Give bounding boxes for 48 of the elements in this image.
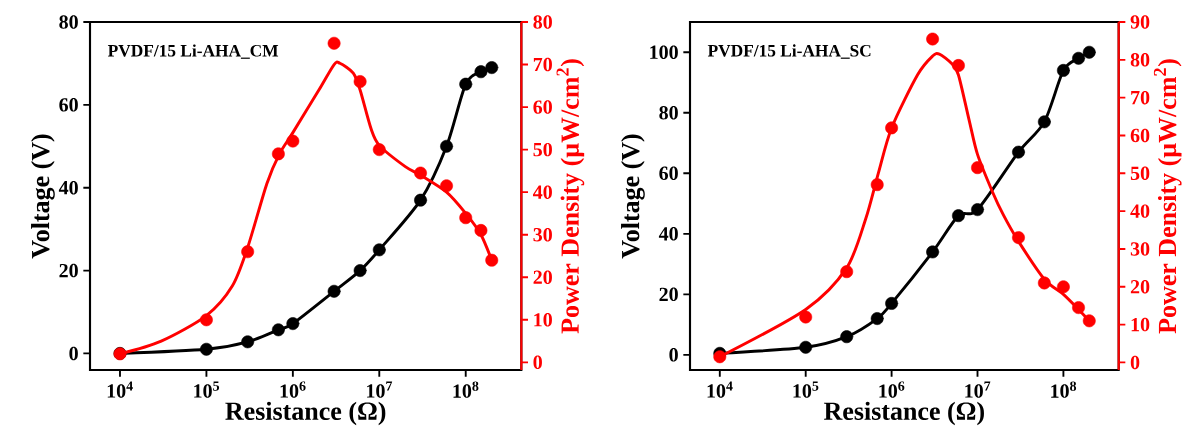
text: PVDF/15 Li-AHA_SC	[707, 44, 871, 59]
y2-tick-label: 40	[1130, 204, 1150, 218]
y2-tick-label: 0	[1130, 355, 1140, 370]
text: PVDF/15 Li-AHA_CM	[107, 44, 279, 59]
y-tick-label: 40	[58, 180, 78, 195]
y2-tick-label: 20	[1130, 280, 1150, 294]
y-tick-label: 0	[69, 346, 78, 361]
y2-tick-label: 50	[533, 142, 552, 157]
x-tick-label: 10$^{6}$	[280, 381, 306, 398]
y2-tick-label: 30	[1130, 242, 1150, 256]
y-tick-label: 20	[59, 263, 78, 278]
y-tick-label: 20	[659, 287, 678, 302]
y2-tick-label: 60	[533, 100, 552, 114]
y2-tick-label: 30	[533, 227, 552, 242]
y2-tick-label: 80	[1130, 53, 1150, 67]
y2-tick-label: 0	[533, 355, 542, 370]
y2-tick-label: 10	[1131, 317, 1150, 332]
x-tick-label: 10$^{8}$	[1051, 381, 1077, 398]
y-tick-label: 100	[650, 45, 678, 59]
x-tick-label: 10$^{8}$	[453, 381, 479, 398]
x-tick-label: 10$^{6}$	[879, 381, 905, 398]
x-tick-label: 10$^{7}$	[367, 381, 393, 398]
x-axis-title: Resistance (Ω)	[823, 401, 984, 426]
y2-tick-label: 20	[533, 270, 552, 284]
y-axis-title: Voltage (V)	[621, 134, 645, 259]
x-tick-label: 10$^{4}$	[707, 381, 733, 398]
y2-tick-label: 60	[1130, 128, 1150, 143]
y2-tick-label: 90	[1130, 15, 1150, 29]
x-tick-label: 10$^{5}$	[194, 381, 220, 398]
y-tick-label: 0	[669, 348, 678, 362]
y2-tick-label: 40	[532, 185, 552, 199]
y-tick-label: 40	[658, 227, 678, 241]
y2-tick-label: 70	[533, 57, 552, 72]
y-tick-label: 80	[59, 15, 78, 29]
y2-tick-label: 80	[533, 15, 552, 29]
y2-tick-label: 50	[1130, 166, 1150, 181]
y-tick-label: 60	[659, 166, 678, 181]
y2-tick-label: 10	[534, 313, 552, 327]
x-tick-label: 10$^{7}$	[965, 381, 991, 398]
y2-tick-label: 70	[1131, 90, 1150, 105]
y-tick-label: 80	[659, 106, 678, 120]
x-tick-label: 10$^{5}$	[793, 381, 819, 398]
y2-axis-title: Power Density (μW/cm$^{2}$)	[1153, 59, 1182, 334]
x-tick-label: 10$^{4}$	[107, 381, 133, 398]
x-axis-title: Resistance (Ω)	[225, 401, 386, 426]
y2-axis-title: Power Density (μW/cm$^{2}$)	[556, 59, 585, 334]
y-axis-title: Voltage (V)	[31, 134, 55, 259]
y-tick-label: 60	[59, 98, 78, 112]
